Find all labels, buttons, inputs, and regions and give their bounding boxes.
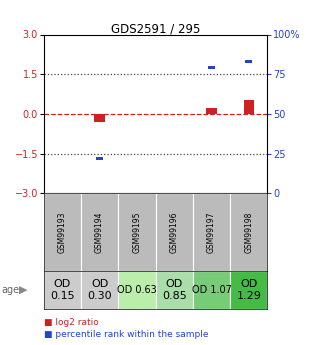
Bar [245,60,252,63]
Bar [244,100,254,114]
Bar [81,193,118,271]
Text: OD
1.29: OD 1.29 [236,279,261,300]
Bar [94,114,105,122]
Bar [96,157,103,160]
Text: OD
0.15: OD 0.15 [50,279,75,300]
Bar [230,271,267,309]
Bar [193,193,230,271]
Bar [156,193,193,271]
Text: GSM99196: GSM99196 [170,211,179,253]
Text: GSM99193: GSM99193 [58,211,67,253]
Text: ■ percentile rank within the sample: ■ percentile rank within the sample [44,330,208,339]
Text: GSM99194: GSM99194 [95,211,104,253]
Text: GSM99195: GSM99195 [132,211,141,253]
Bar [156,271,193,309]
Text: ▶: ▶ [19,285,28,295]
Text: GSM99198: GSM99198 [244,211,253,253]
Bar [206,108,217,114]
Text: GSM99197: GSM99197 [207,211,216,253]
Bar [44,193,81,271]
Bar [118,271,156,309]
Bar [44,271,81,309]
Bar [118,193,156,271]
Bar [193,271,230,309]
Bar [81,271,118,309]
Text: OD 1.07: OD 1.07 [192,285,231,295]
Text: GDS2591 / 295: GDS2591 / 295 [111,22,200,36]
Text: age: age [2,285,20,295]
Bar [208,66,215,69]
Text: OD
0.85: OD 0.85 [162,279,187,300]
Text: ■ log2 ratio: ■ log2 ratio [44,318,98,327]
Bar [230,193,267,271]
Text: OD 0.63: OD 0.63 [117,285,157,295]
Text: OD
0.30: OD 0.30 [87,279,112,300]
